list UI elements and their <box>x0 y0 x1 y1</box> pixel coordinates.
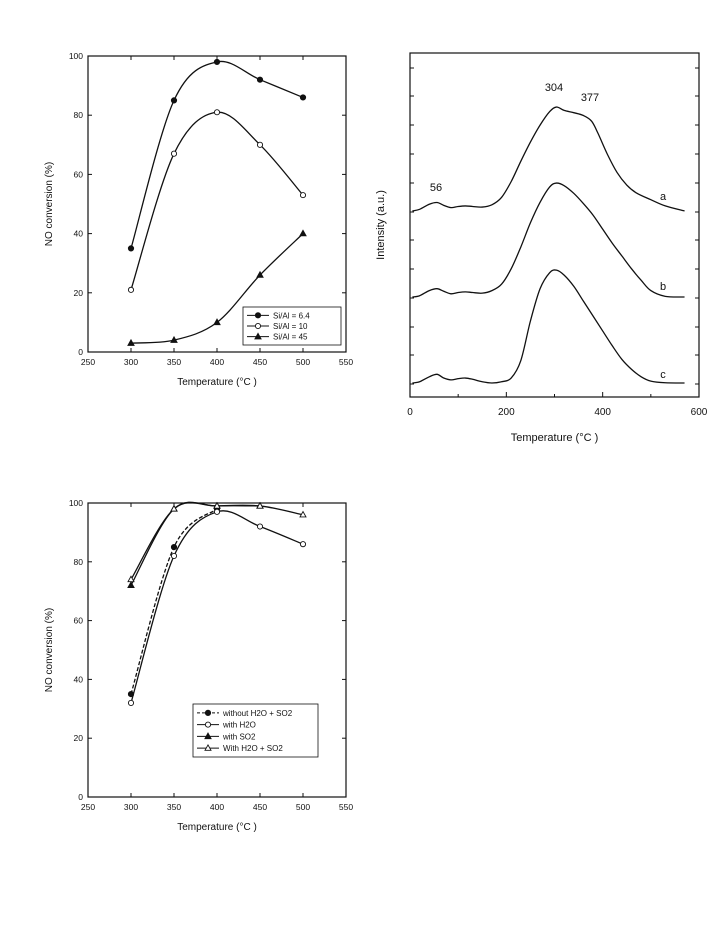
data-point <box>213 501 221 509</box>
plot-frame <box>409 52 700 398</box>
y-tick-label: 0 <box>78 347 83 357</box>
data-point <box>256 501 264 509</box>
legend-label: with SO2 <box>222 732 256 741</box>
series-line <box>130 60 304 249</box>
data-point <box>213 58 221 66</box>
data-point <box>170 552 178 559</box>
y-tick-label: 80 <box>74 110 84 120</box>
legend-label: Si/Al = 45 <box>273 333 308 342</box>
curve-label: a <box>660 191 667 203</box>
data-point <box>299 510 307 518</box>
data-point <box>299 192 307 199</box>
legend-label: Si/Al = 10 <box>273 322 308 331</box>
y-tick-label: 60 <box>74 169 84 179</box>
legend-marker <box>254 312 262 319</box>
data-point <box>127 575 135 583</box>
data-point <box>256 141 264 148</box>
peak-label: 377 <box>581 92 599 104</box>
x-axis-label: Temperature (°C ) <box>511 432 599 444</box>
data-point <box>213 508 221 515</box>
data-point <box>170 504 178 512</box>
data-point <box>213 109 221 116</box>
data-point <box>213 318 221 326</box>
y-tick-label: 100 <box>69 498 83 508</box>
data-point <box>127 581 135 589</box>
legend-marker <box>254 322 262 330</box>
x-tick-label: 400 <box>210 357 224 367</box>
y-tick-label: 40 <box>74 229 84 239</box>
x-tick-label: 550 <box>339 802 353 812</box>
chart-2: 0 200 400 600 Temperature (°C ) Intensity (a.… <box>375 52 708 444</box>
x-tick-label: 450 <box>253 357 267 367</box>
y-axis-label: NO conversion (%) <box>44 162 55 246</box>
x-axis-label: Temperature (°C ) <box>177 822 257 833</box>
y-tick-label: 80 <box>74 557 84 567</box>
series-line <box>130 111 304 291</box>
peak-label: 56 <box>430 182 442 194</box>
series-line <box>130 508 218 695</box>
data-point <box>170 150 178 157</box>
y-axis-label: Intensity (a.u.) <box>375 190 387 260</box>
x-tick-label: 350 <box>167 357 181 367</box>
peak-label: 304 <box>545 82 563 94</box>
legend-label: Si/Al = 6.4 <box>273 311 310 320</box>
series-line <box>130 510 304 704</box>
x-tick-label: 250 <box>81 802 95 812</box>
data-point <box>170 97 178 104</box>
legend-marker <box>254 332 262 340</box>
x-tick-label: 300 <box>124 357 138 367</box>
data-point <box>299 541 307 548</box>
y-tick-label: 60 <box>74 616 84 626</box>
curve-label: c <box>660 369 666 381</box>
x-tick-label: 0 <box>407 407 413 418</box>
data-point <box>256 523 264 530</box>
y-tick-label: 0 <box>78 792 83 802</box>
data-point <box>127 699 135 706</box>
y-tick-label: 40 <box>74 674 84 684</box>
legend-marker <box>204 721 212 728</box>
data-point <box>299 229 307 237</box>
intensity-curve <box>412 269 685 384</box>
data-point <box>256 76 264 83</box>
chart-3: 250 300 350 400 450 500 550 0 20 40 60 80 100 Tempera… <box>44 498 353 833</box>
x-tick-label: 400 <box>594 407 611 418</box>
x-tick-label: 200 <box>498 407 515 418</box>
x-tick-label: 350 <box>167 802 181 812</box>
legend: Si/Al = 6.4 Si/Al = 10 Si/Al = 45 <box>242 306 342 346</box>
legend: without H2O + SO2 with H2O with SO2 With H2… <box>192 703 319 758</box>
x-tick-label: 600 <box>691 407 708 418</box>
curve-label: b <box>660 281 666 293</box>
x-tick-label: 300 <box>124 802 138 812</box>
data-point <box>299 94 307 101</box>
y-tick-label: 100 <box>69 51 83 61</box>
legend-label: with H2O <box>222 721 256 730</box>
data-point <box>127 286 135 293</box>
legend-label: without H2O + SO2 <box>222 709 293 718</box>
x-tick-label: 400 <box>210 802 224 812</box>
data-point <box>170 544 178 551</box>
intensity-curve <box>412 182 685 298</box>
x-axis-label: Temperature (°C ) <box>177 377 257 388</box>
x-tick-label: 450 <box>253 802 267 812</box>
legend-marker <box>204 709 212 716</box>
y-tick-label: 20 <box>74 733 84 743</box>
legend-label: With H2O + SO2 <box>223 744 283 753</box>
x-tick-label: 500 <box>296 802 310 812</box>
legend-marker <box>204 732 212 740</box>
data-point <box>127 245 135 252</box>
x-tick-label: 550 <box>339 357 353 367</box>
data-point <box>127 338 135 346</box>
intensity-curve <box>412 106 685 212</box>
x-tick-label: 250 <box>81 357 95 367</box>
y-tick-label: 20 <box>74 288 84 298</box>
legend-marker <box>204 743 212 751</box>
y-axis-label: NO conversion (%) <box>44 608 55 692</box>
data-point <box>170 335 178 343</box>
x-tick-label: 500 <box>296 357 310 367</box>
data-point <box>256 270 264 278</box>
chart-1: 250 300 350 400 450 500 550 0 20 40 60 80 100 Tempera… <box>44 51 353 388</box>
